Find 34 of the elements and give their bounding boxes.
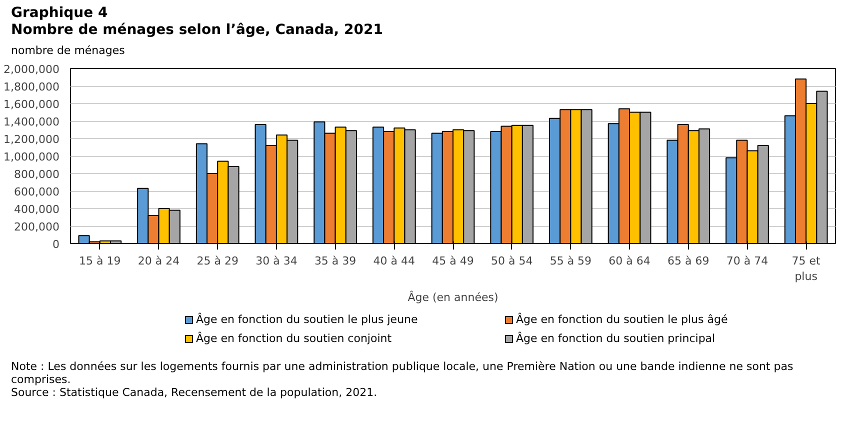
y-tick-label: 1,600,000: [4, 98, 60, 111]
x-tick-label: 60 à 64: [608, 254, 650, 268]
text: Note : Les données sur les logements fournis par une administration publique locale, une Première Nation ou une bande indienne ne sont pas comprises.: [11, 360, 794, 386]
x-tick-label: 65 à 69: [668, 254, 710, 268]
source-note: Source : Statistique Canada, Recensement de la population, 2021.: [11, 386, 378, 399]
y-tick-label: 2,000,000: [4, 63, 60, 76]
x-axis-title: Âge (en années): [408, 290, 498, 304]
y-tick-label: 1,200,000: [4, 133, 60, 146]
y-axis-title: nombre de ménages: [11, 43, 126, 59]
legend-label: Âge en fonction du soutien principal: [515, 330, 716, 347]
x-tick-label: 50 à 54: [490, 254, 533, 268]
legend-label: Âge en fonction du soutien le plus âgé: [515, 312, 729, 328]
y-tick-label: 400,000: [14, 203, 60, 216]
x-tick-label: 35 à 39: [314, 254, 356, 268]
y-tick-label: 800,000: [14, 168, 60, 181]
x-tick-label: 55 à 59: [550, 254, 592, 268]
legend-label: Âge en fonction du soutien conjoint: [195, 330, 393, 347]
x-tick-label: 45 à 49: [432, 254, 474, 268]
y-tick-label: 0: [52, 238, 60, 251]
y-tick-label: 1,000,000: [4, 150, 60, 164]
x-tick-label: 30 à 34: [256, 254, 298, 268]
x-tick-label: 75 et plus: [792, 254, 822, 284]
chart-subtitle: Nombre de ménages selon l’âge, Canada, 2021: [11, 22, 383, 38]
x-tick-label: 40 à 44: [373, 254, 416, 268]
x-tick-label: 25 à 29: [196, 254, 238, 268]
y-tick-label: 200,000: [14, 220, 60, 234]
legend-label: Âge en fonction du soutien le plus jeune: [195, 312, 419, 328]
x-tick-label: 15 à 19: [79, 254, 121, 268]
x-tick-label: 70 à 74: [726, 254, 768, 268]
y-tick-label: 1,800,000: [4, 80, 60, 94]
y-tick-label: 1,400,000: [4, 116, 60, 128]
chart-title: Graphique 4: [11, 5, 108, 21]
y-tick-label: 600,000: [14, 186, 60, 198]
x-tick-label: 20 à 24: [138, 254, 180, 268]
